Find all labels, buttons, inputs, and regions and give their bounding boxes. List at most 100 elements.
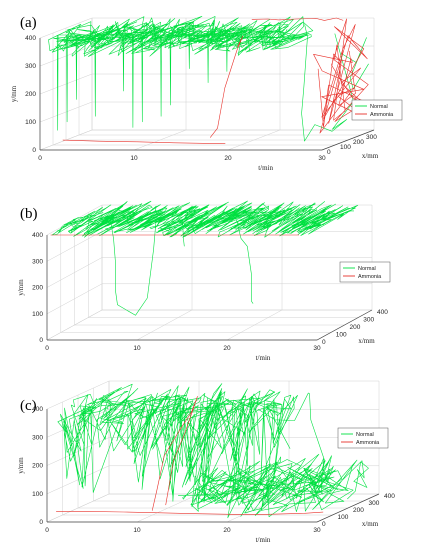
t-tick-label: 20	[224, 155, 232, 162]
x-tick-label: 300	[369, 500, 380, 507]
legend-label: Normal	[356, 432, 374, 438]
x-axis-label: x/mm	[358, 337, 375, 345]
panel-label: (c)	[20, 398, 37, 414]
gridline-x	[62, 402, 333, 516]
trajectory-ammonia	[151, 396, 198, 511]
trajectories	[48, 16, 369, 144]
legend-box	[339, 261, 391, 283]
y-tick-label: 100	[25, 119, 36, 126]
t-axis	[47, 493, 380, 523]
trajectory-ammonia	[56, 511, 324, 515]
trajectory-normal	[51, 200, 359, 238]
legend-box	[337, 427, 389, 449]
t-tick-label: 30	[313, 527, 321, 534]
trajectory-ammonia	[313, 18, 369, 134]
y-tick-label: 400	[32, 406, 43, 413]
x-tick-label: 0	[322, 521, 326, 528]
trajectory-ammonia	[62, 139, 226, 144]
trajectory-normal	[48, 16, 314, 57]
y-tick-label: 300	[32, 434, 43, 441]
gridline-y	[46, 231, 372, 262]
x-tick-label: 200	[353, 507, 364, 514]
panel-3: 0 10 20 3001002003004000100200300400t/miny/…	[17, 380, 395, 544]
gridline-x	[74, 220, 345, 326]
t-tick-label: 10	[133, 345, 141, 352]
t-tick-label: 0	[45, 527, 49, 534]
gridline-y	[46, 283, 372, 315]
y-tick-label: 300	[32, 258, 43, 265]
t-tick-label: 0	[45, 345, 49, 352]
x-axis-label: x/mm	[362, 520, 379, 528]
t-tick-label: 10	[133, 527, 141, 534]
t-tick-label: 10	[130, 155, 138, 162]
x-tick-label: 100	[338, 514, 349, 521]
panel-label: (a)	[20, 15, 37, 31]
gridline-x	[52, 33, 335, 146]
trajectory-normal	[110, 219, 157, 316]
t-axis	[47, 309, 373, 341]
t-axis-label: t/min	[258, 164, 273, 172]
y-tick-label: 400	[25, 35, 36, 42]
x-tick-label: 200	[350, 324, 361, 331]
gridline-x	[91, 18, 374, 131]
trajectory-ammonia	[209, 35, 244, 138]
legend-label: Ammonia	[370, 112, 394, 118]
y-tick-label: 0	[39, 337, 43, 344]
panel-1: 0 10 20 3001002003004000100200300t/miny/mmx…	[10, 15, 403, 172]
trajectory-normal	[236, 219, 254, 304]
legend-box	[351, 99, 403, 121]
x-tick-label: 300	[363, 317, 374, 324]
y-tick-label: 300	[25, 63, 36, 70]
panel-2: 0 10 20 3001002003004000100200300400t/miny/…	[17, 200, 391, 362]
y-tick-label: 200	[32, 463, 43, 470]
gridline-x	[46, 235, 317, 341]
gridline-y	[39, 73, 374, 95]
y-axis-label: y/mm	[17, 457, 25, 474]
legend-label: Ammonia	[358, 274, 382, 280]
gridline-x	[88, 212, 359, 318]
x-tick-label: 0	[322, 339, 326, 346]
legend: Normal Ammonia	[337, 427, 389, 449]
y-tick-label: 0	[32, 147, 36, 154]
trajectory-normal	[257, 392, 325, 495]
trajectory-normal	[301, 24, 354, 142]
legend: Normal Ammonia	[351, 99, 403, 121]
trajectory-normal	[178, 453, 369, 519]
axes	[46, 409, 380, 523]
gridline-x	[78, 23, 361, 136]
legend-label: Normal	[370, 104, 388, 110]
t-axis-label: t/min	[256, 536, 271, 544]
y-tick-label: 0	[39, 519, 43, 526]
t-tick-label: 30	[318, 155, 326, 162]
y-tick-label: 200	[32, 285, 43, 292]
y-tick-label: 100	[32, 491, 43, 498]
trajectory-normal	[182, 219, 185, 247]
gridline-x	[39, 38, 322, 151]
legend-label: Normal	[358, 266, 376, 272]
t-tick-label: 20	[223, 527, 231, 534]
t-axis	[40, 129, 375, 151]
y-axis-label: y/mm	[17, 279, 25, 296]
trajectory-normal	[57, 383, 298, 503]
x-tick-label: 0	[327, 149, 331, 156]
axes	[39, 38, 375, 151]
t-tick-label: 30	[313, 345, 321, 352]
x-tick-label: 100	[340, 144, 351, 151]
gridline-y	[46, 257, 372, 288]
t-tick-label: 0	[38, 155, 42, 162]
x-tick-label: 200	[353, 139, 364, 146]
trajectory-normal	[56, 34, 228, 131]
x-tick-label: 300	[366, 134, 377, 141]
t-tick-label: 20	[223, 345, 231, 352]
grid	[46, 204, 373, 341]
t-axis-label: t/min	[256, 354, 271, 362]
axes	[46, 235, 373, 341]
y-tick-label: 100	[32, 311, 43, 318]
trajectory-ammonia	[251, 17, 344, 21]
x-tick-label: 100	[336, 332, 347, 339]
panel-label: (b)	[20, 206, 38, 222]
gridline-x	[101, 205, 372, 311]
x-tick-label: 400	[384, 493, 395, 500]
y-tick-label: 200	[25, 91, 36, 98]
